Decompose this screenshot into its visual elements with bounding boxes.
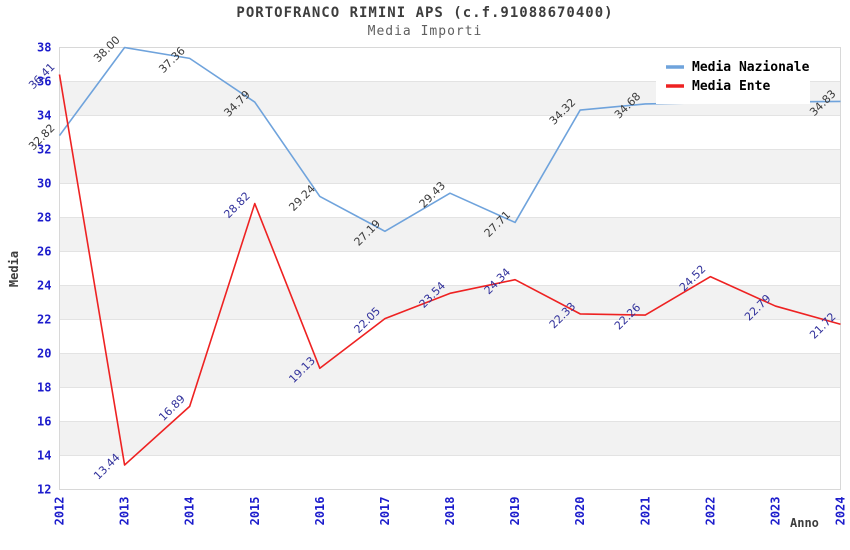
x-axis-title: Anno — [790, 516, 819, 530]
y-tick-label: 32 — [37, 143, 51, 157]
y-tick-label: 34 — [37, 109, 51, 123]
x-tick-label: 2023 — [768, 497, 782, 526]
data-label: 29.24 — [286, 182, 317, 213]
plot-border — [59, 47, 841, 490]
plot-band — [59, 285, 841, 320]
x-tick-label: 2014 — [183, 497, 197, 526]
plot-band — [59, 421, 841, 456]
x-tick-label: 2021 — [638, 497, 652, 526]
chart-title: PORTOFRANCO RIMINI APS (c.f.91088670400) — [236, 5, 614, 21]
y-tick-label: 24 — [37, 279, 51, 293]
plot-band — [59, 217, 841, 252]
chart-subtitle: Media Importi — [367, 24, 483, 39]
x-tick-label: 2018 — [443, 497, 457, 526]
y-tick-label: 28 — [37, 211, 51, 225]
legend-label: Media Ente — [692, 79, 770, 94]
data-label: 37.36 — [156, 44, 187, 75]
data-label: 16.89 — [156, 392, 187, 423]
y-tick-label: 14 — [37, 449, 51, 463]
legend-label: Media Nazionale — [692, 60, 810, 75]
x-tick-label: 2019 — [508, 497, 522, 526]
x-tick-label: 2024 — [834, 497, 848, 526]
y-tick-label: 12 — [37, 483, 51, 497]
x-tick-label: 2022 — [703, 497, 717, 526]
y-tick-label: 30 — [37, 177, 51, 191]
x-tick-label: 2013 — [118, 497, 132, 526]
plot-band — [59, 149, 841, 184]
x-tick-label: 2015 — [248, 497, 262, 526]
x-tick-label: 2020 — [573, 497, 587, 526]
x-tick-label: 2016 — [313, 497, 327, 526]
y-tick-label: 20 — [37, 347, 51, 361]
data-label: 28.82 — [221, 189, 252, 220]
y-tick-label: 26 — [37, 245, 51, 259]
y-tick-label: 18 — [37, 381, 51, 395]
y-tick-label: 22 — [37, 313, 51, 327]
x-tick-label: 2012 — [53, 497, 67, 526]
y-axis-title: Media — [7, 250, 21, 288]
y-tick-label: 38 — [37, 41, 51, 55]
y-tick-label: 16 — [37, 415, 51, 429]
y-tick-label: 36 — [37, 75, 51, 89]
legend-box — [656, 56, 810, 104]
series-line-media-ente — [58, 74, 841, 466]
plot-band — [59, 353, 841, 388]
x-tick-label: 2017 — [378, 497, 392, 526]
